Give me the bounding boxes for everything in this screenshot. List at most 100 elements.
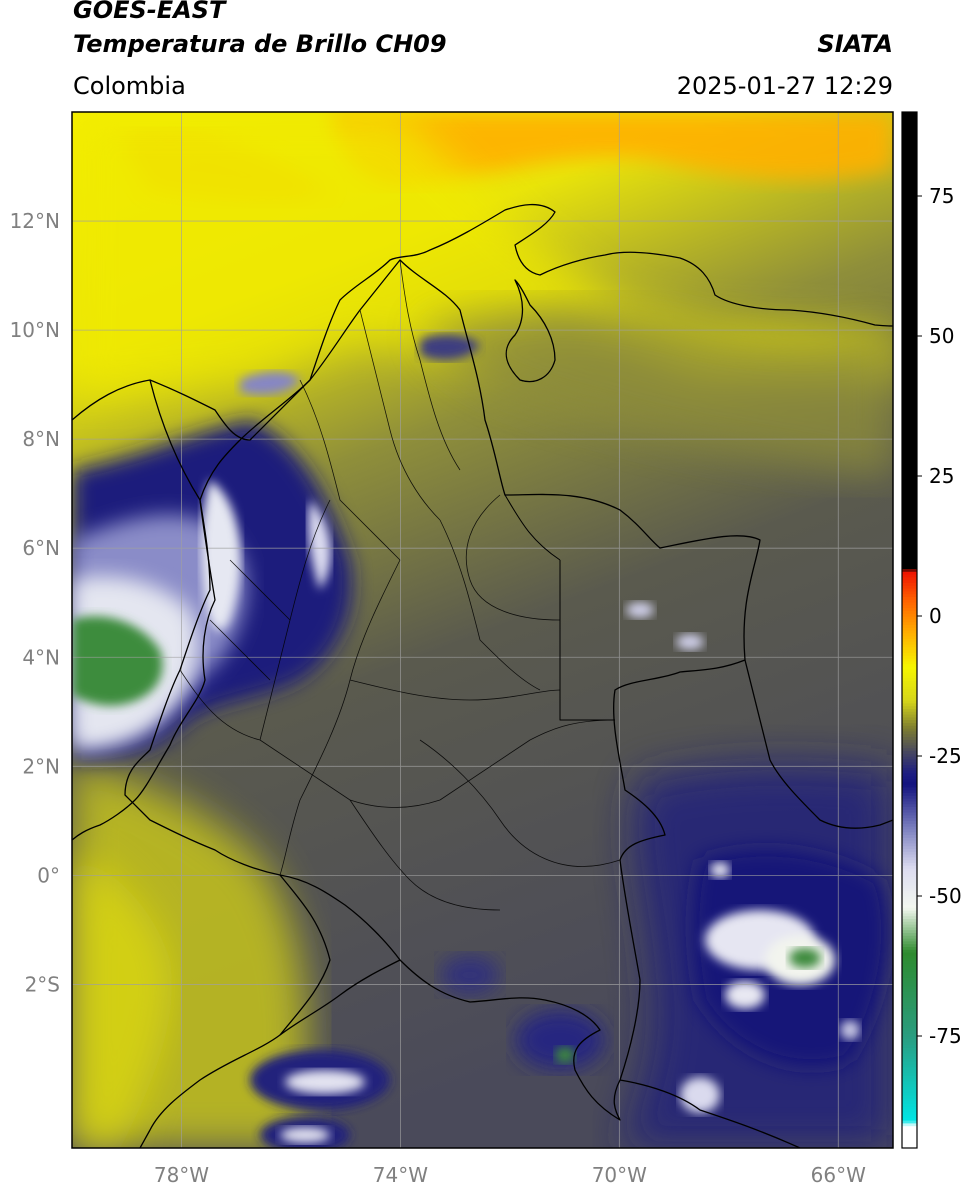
colorbar-segment [902,431,917,435]
colorbar-segment [902,700,917,704]
lon-tick-label: 70°W [592,1163,647,1187]
ecuador-peru-border [139,959,401,1148]
colorbar-segment [902,308,917,312]
colorbar-segment [902,1055,917,1059]
colorbar-segment [902,646,917,651]
colorbar-segment [902,702,917,707]
colorbar-segment [902,182,917,186]
colorbar-segment [902,355,917,359]
colorbar-segment [902,131,917,135]
colorbar-segment [902,996,917,1001]
colorbar-segment [902,145,917,149]
colorbar-segment [902,1030,917,1034]
colorbar-segment [902,812,917,816]
colorbar-segment [902,1136,917,1141]
colorbar-segment [902,1036,917,1040]
colorbar-segment [902,196,917,200]
colorbar-segment [902,680,917,684]
lat-tick-label: 12°N [10,209,60,233]
product-title: Temperatura de Brillo CH09 [73,30,447,58]
colorbar-segment [902,260,917,264]
colorbar-segment [902,778,917,782]
colorbar-segment [902,1058,917,1062]
colorbar-segment [902,994,917,998]
colorbar-segment [902,403,917,407]
satellite-title: GOES-EAST [73,0,226,24]
colorbar-segment [902,952,917,956]
colorbar-segment [902,137,917,141]
colorbar-segment [902,481,917,485]
colorbar-segment [902,607,917,611]
colorbar-segment [902,140,917,144]
colorbar-segment [902,823,917,827]
colorbar-segment [902,378,917,382]
colorbar-segment [902,333,917,337]
colorbar-segment [902,1103,917,1107]
colorbar-frame [901,111,918,1149]
colorbar-segment [902,848,917,852]
colorbar-segment [902,915,917,919]
colorbar-segment [902,193,917,197]
colorbar-segment [902,310,917,315]
colorbar-segment [902,890,917,894]
colorbar-segment [902,604,917,609]
colorbar-segment [902,784,917,788]
colorbar-segment [902,464,917,469]
colorbar-segment [902,515,917,519]
colorbar-segment [902,1019,917,1023]
colorbar-segment [902,1016,917,1020]
colorbar-segment [902,756,917,760]
colorbar-tick-label: 25 [929,464,954,488]
colorbar-segment [902,324,917,329]
colorbar-segment [902,798,917,802]
colorbar-segment [902,1106,917,1110]
colorbar-segment [902,1013,917,1017]
colorbar-segment [902,142,917,147]
colorbar-segment [902,187,917,191]
colorbar-segment [902,229,917,233]
colorbar-segment [902,271,917,275]
colorbar-segment [902,1072,917,1076]
colorbar-segment [902,450,917,455]
colorbar-segment [902,557,917,561]
colorbar-segment [902,806,917,810]
colorbar-segment [902,434,917,438]
colorbar-segment [902,963,917,967]
caribbean-coastline [72,203,893,441]
colorbar-segment [902,417,917,421]
colorbar-segment [902,711,917,715]
colorbar-segment [902,1122,917,1127]
colorbar-segment [902,184,917,189]
colorbar-segment [902,985,917,989]
colorbar-segment [902,1092,917,1096]
colorbar-segment [902,966,917,970]
colorbar-segment [902,733,917,737]
colorbar-segment [902,882,917,886]
colorbar-segment [902,1128,917,1132]
colorbar-segment [902,501,917,505]
colorbar-segment [902,490,917,494]
colorbar-segment [902,520,917,525]
lat-tick-label: 8°N [22,427,60,451]
colorbar-segment [902,803,917,807]
colorbar-segment [902,554,917,558]
colorbar-segment [902,588,917,592]
colorbar-segment [902,775,917,779]
lat-tick-label: 0° [37,863,60,887]
colorbar-segment [902,240,917,245]
colorbar-segment [902,758,917,763]
colorbar-segment [902,672,917,676]
colorbar-segment [902,596,917,600]
colorbar-segment [902,579,917,583]
colorbar-segment [902,252,917,256]
colorbar-segment [902,389,917,393]
colorbar-segment [902,210,917,214]
colorbar-segment [902,1120,917,1124]
colorbar-segment [902,940,917,945]
colorbar-segment [902,523,917,527]
colorbar-segment [902,436,917,441]
department-borders [179,259,621,911]
colorbar-segment [902,674,917,679]
colorbar-segment [902,1083,917,1087]
